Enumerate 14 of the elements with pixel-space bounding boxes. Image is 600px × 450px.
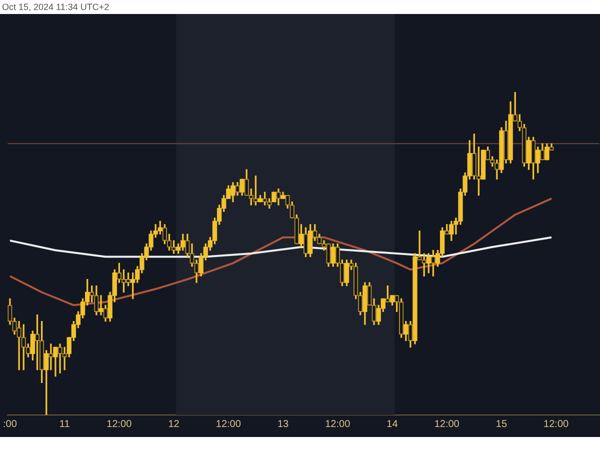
x-tick-label: 12:00 <box>325 418 351 430</box>
x-tick-label: :00 <box>2 418 18 430</box>
x-tick-label: 13 <box>277 418 290 430</box>
x-tick-label: 12:00 <box>216 418 242 430</box>
x-tick-label: 12:00 <box>544 418 570 430</box>
x-tick-label: 12:00 <box>106 418 132 430</box>
x-tick-label: 14 <box>386 418 398 430</box>
x-tick-label: 12:00 <box>434 418 460 430</box>
text: Oct 15, 2024 11:34 UTC+2 <box>1 1 110 14</box>
candlestick <box>98 295 104 316</box>
candlestick <box>16 321 22 370</box>
x-tick-label: 11 <box>59 418 70 430</box>
x-tick-label: 12 <box>168 418 180 430</box>
x-tick-label: 15 <box>496 418 508 430</box>
